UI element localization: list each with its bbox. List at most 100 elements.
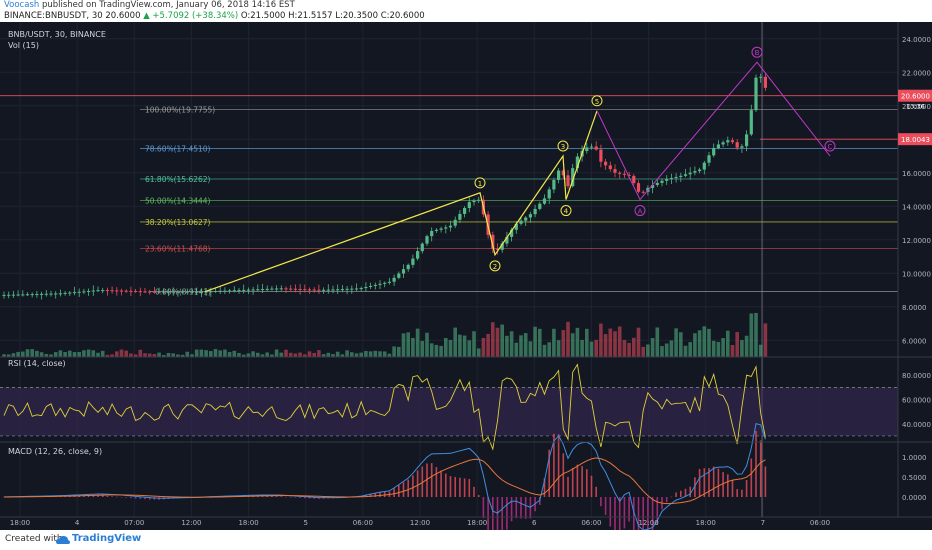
volume-bar	[505, 335, 509, 357]
candle	[218, 290, 222, 292]
macd-histogram-bar	[759, 440, 762, 497]
candle	[25, 294, 30, 296]
candle	[68, 292, 72, 294]
macd-histogram-bar	[501, 497, 503, 541]
volume-bar	[552, 328, 556, 357]
candle	[406, 264, 410, 270]
candle	[622, 173, 626, 175]
x-tick-label: 06:00	[810, 519, 830, 527]
fib-level-label: 23.60%(11.4768)	[145, 245, 211, 254]
volume-bar	[39, 352, 44, 357]
candle	[608, 165, 612, 170]
volume-bar	[660, 346, 664, 357]
volume-bar	[166, 352, 171, 357]
macd-histogram-bar	[576, 464, 579, 497]
candle	[63, 292, 67, 294]
volume-bar	[509, 331, 514, 357]
publish-line: Voocash published on TradingView.com, Ja…	[4, 0, 295, 10]
volume-bar	[364, 351, 368, 357]
candle	[35, 293, 39, 295]
elliott-correction-wave	[596, 61, 831, 201]
volume-bar	[674, 328, 678, 357]
candle	[190, 291, 194, 293]
x-tick-label: 18:00	[238, 519, 258, 527]
volume-bar	[199, 349, 204, 357]
candle	[735, 142, 739, 148]
wave-marker	[634, 205, 646, 217]
volume-bar	[730, 345, 735, 357]
hline-price-tag-bg	[898, 133, 932, 146]
rsi-tick-label: 40.0000	[902, 421, 931, 429]
candle	[589, 146, 594, 148]
candle	[510, 229, 514, 237]
candle	[430, 230, 434, 237]
publish-info: published on TradingView.com, January 06…	[39, 0, 295, 10]
candle	[312, 289, 316, 291]
volume-bar	[707, 328, 711, 357]
volume-bar	[599, 323, 603, 357]
volume-bar	[406, 332, 410, 357]
last-price-tag: 20.6000	[901, 93, 930, 101]
volume-bar	[345, 350, 349, 357]
volume-bar	[415, 328, 420, 357]
wave-label: 3	[561, 143, 565, 151]
candle	[618, 172, 622, 174]
candle	[232, 290, 236, 292]
candle	[585, 147, 589, 152]
volume-bar	[298, 352, 302, 357]
candle	[284, 288, 288, 290]
candle	[340, 289, 344, 291]
volume-bar	[227, 352, 232, 357]
candle	[495, 248, 500, 250]
volume-bar	[617, 326, 622, 357]
macd-histogram-bar	[642, 497, 644, 550]
volume-bar	[237, 352, 241, 357]
wave-label: 2	[493, 263, 497, 271]
candle	[96, 290, 100, 292]
volume-bar	[317, 350, 321, 357]
chart-canvas[interactable]: 100.00%(19.7755) 78.60%(17.4510) 61.80%(15…	[0, 22, 932, 550]
candle	[716, 144, 720, 148]
volume-bar	[110, 354, 114, 357]
candle	[571, 168, 575, 187]
volume-bar	[279, 352, 284, 357]
macd-line	[3, 422, 766, 531]
x-tick-label: 12:00	[638, 519, 658, 527]
created-with: Created with	[5, 534, 63, 544]
candle	[397, 273, 401, 278]
candle	[524, 217, 528, 221]
candle	[636, 183, 641, 192]
macd-histogram-bar	[106, 495, 109, 497]
candle	[463, 208, 467, 214]
x-tick-label: 7	[761, 519, 765, 527]
candle	[575, 156, 579, 169]
macd-histogram-bar	[294, 497, 297, 498]
macd-histogram-bar	[548, 449, 550, 497]
author-link[interactable]: Voocash	[4, 0, 40, 10]
x-tick-label: 12:00	[181, 519, 201, 527]
chart-area[interactable]: 100.00%(19.7755) 78.60%(17.4510) 61.80%(15…	[0, 22, 932, 550]
volume-bar	[171, 353, 175, 357]
macd-histogram-bar	[703, 468, 706, 497]
price-tick-label: 8.0000	[902, 304, 927, 312]
volume-bar	[561, 330, 566, 357]
fib-level-label: 61.80%(15.6262)	[145, 175, 211, 184]
macd-histogram-bar	[398, 485, 400, 497]
candle	[152, 291, 156, 293]
footer: Created with TradingView	[0, 530, 932, 550]
volume-bar	[632, 337, 636, 357]
volume-bar	[495, 327, 500, 357]
volume-bar	[11, 353, 16, 357]
volume-bar	[256, 352, 260, 357]
candle	[500, 243, 504, 250]
volume-bar	[133, 354, 138, 357]
macd-histogram-bar	[680, 490, 682, 497]
macd-histogram-bar	[130, 497, 132, 499]
wave-marker	[489, 260, 501, 272]
tradingview-brand[interactable]: TradingView	[72, 533, 142, 544]
candle	[105, 290, 109, 292]
macd-histogram-bar	[543, 478, 546, 497]
volume-bar	[702, 326, 707, 357]
candle	[754, 77, 758, 111]
macd-tick-label: 1.0000	[902, 454, 927, 462]
